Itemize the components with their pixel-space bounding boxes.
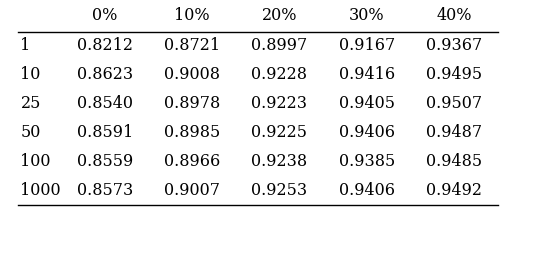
Text: 0.9167: 0.9167 — [339, 38, 395, 54]
Text: 100: 100 — [20, 153, 51, 170]
Text: 0.9223: 0.9223 — [252, 95, 307, 112]
Text: 0.8978: 0.8978 — [164, 95, 220, 112]
Text: 0.8591: 0.8591 — [77, 124, 133, 141]
Text: 0.9406: 0.9406 — [339, 182, 395, 199]
Text: 0.8559: 0.8559 — [77, 153, 133, 170]
Text: 0.9492: 0.9492 — [426, 182, 482, 199]
Text: 30%: 30% — [349, 7, 385, 24]
Text: 0.9253: 0.9253 — [252, 182, 307, 199]
Text: 0.8212: 0.8212 — [77, 38, 133, 54]
Text: 20%: 20% — [262, 7, 297, 24]
Text: 1000: 1000 — [20, 182, 61, 199]
Text: 0.8721: 0.8721 — [164, 38, 220, 54]
Text: 0.9406: 0.9406 — [339, 124, 395, 141]
Text: 0.8985: 0.8985 — [164, 124, 220, 141]
Text: 0.9238: 0.9238 — [252, 153, 307, 170]
Text: 0.9495: 0.9495 — [426, 66, 482, 83]
Text: 10: 10 — [20, 66, 41, 83]
Text: 0.9225: 0.9225 — [252, 124, 307, 141]
Text: 0.9416: 0.9416 — [339, 66, 395, 83]
Text: 0.8540: 0.8540 — [77, 95, 133, 112]
Text: 25: 25 — [20, 95, 41, 112]
Text: 0.8623: 0.8623 — [77, 66, 133, 83]
Text: 0.9405: 0.9405 — [339, 95, 395, 112]
Text: 1: 1 — [20, 38, 31, 54]
Text: 0.8966: 0.8966 — [164, 153, 220, 170]
Text: 0.9385: 0.9385 — [339, 153, 395, 170]
Text: 0.8573: 0.8573 — [77, 182, 133, 199]
Text: 10%: 10% — [174, 7, 210, 24]
Text: 0.9008: 0.9008 — [164, 66, 220, 83]
Text: 0.8997: 0.8997 — [252, 38, 307, 54]
Text: 0.9485: 0.9485 — [426, 153, 482, 170]
Text: 0.9507: 0.9507 — [426, 95, 482, 112]
Text: 0.9487: 0.9487 — [426, 124, 482, 141]
Text: 50: 50 — [20, 124, 41, 141]
Text: 0.9228: 0.9228 — [252, 66, 307, 83]
Text: 0.9007: 0.9007 — [164, 182, 220, 199]
Text: 0.9367: 0.9367 — [426, 38, 482, 54]
Text: 40%: 40% — [436, 7, 472, 24]
Text: 0%: 0% — [92, 7, 118, 24]
